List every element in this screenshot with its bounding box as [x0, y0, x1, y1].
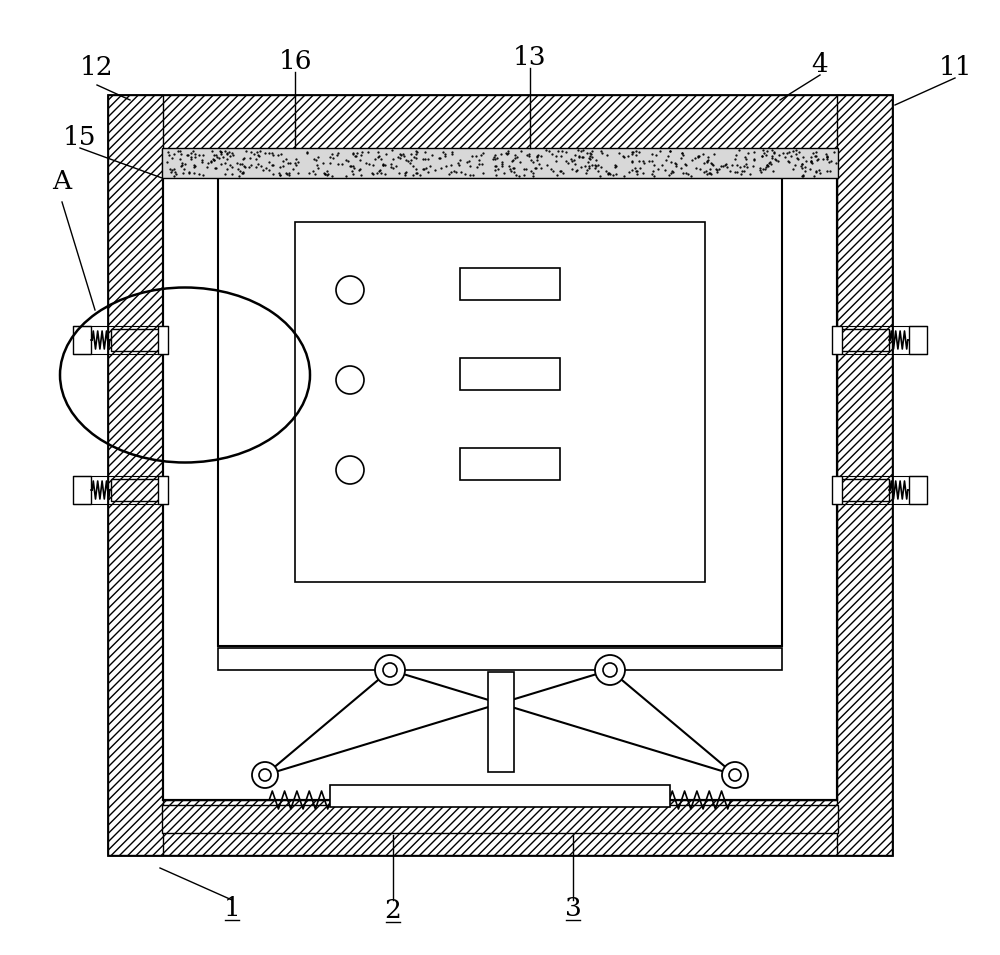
Bar: [840, 329, 889, 351]
Bar: [158, 326, 168, 354]
Circle shape: [595, 655, 625, 685]
Circle shape: [259, 769, 271, 781]
Bar: [218, 178, 782, 646]
Bar: [108, 95, 163, 855]
Bar: [73, 476, 91, 504]
Bar: [108, 800, 892, 855]
Bar: [330, 785, 670, 807]
Bar: [832, 326, 842, 354]
Text: 2: 2: [385, 898, 401, 923]
Text: 12: 12: [80, 55, 114, 80]
Text: 16: 16: [278, 50, 312, 74]
Circle shape: [252, 762, 278, 788]
Bar: [163, 150, 837, 800]
Bar: [840, 479, 889, 501]
Bar: [162, 805, 838, 833]
Text: 15: 15: [63, 125, 97, 151]
Text: 11: 11: [938, 55, 972, 80]
Text: 4: 4: [812, 53, 828, 77]
Bar: [73, 326, 91, 354]
Circle shape: [336, 276, 364, 304]
Circle shape: [603, 663, 617, 677]
Text: A: A: [52, 169, 72, 195]
Bar: [158, 476, 168, 504]
Circle shape: [722, 762, 748, 788]
Bar: [108, 95, 892, 150]
Bar: [111, 329, 160, 351]
Text: 3: 3: [565, 896, 581, 921]
Bar: [909, 326, 927, 354]
Bar: [108, 95, 892, 855]
Circle shape: [383, 663, 397, 677]
Circle shape: [375, 655, 405, 685]
Bar: [111, 479, 160, 501]
Bar: [909, 476, 927, 504]
Circle shape: [336, 366, 364, 394]
Bar: [460, 448, 560, 480]
Bar: [295, 222, 705, 582]
Bar: [837, 95, 892, 855]
Circle shape: [729, 769, 741, 781]
Bar: [460, 268, 560, 300]
Circle shape: [336, 456, 364, 484]
Text: 13: 13: [513, 46, 547, 71]
Bar: [832, 476, 842, 504]
Bar: [460, 358, 560, 390]
Bar: [162, 148, 838, 178]
Bar: [488, 672, 514, 772]
Bar: [218, 648, 782, 670]
Text: 1: 1: [224, 896, 240, 921]
